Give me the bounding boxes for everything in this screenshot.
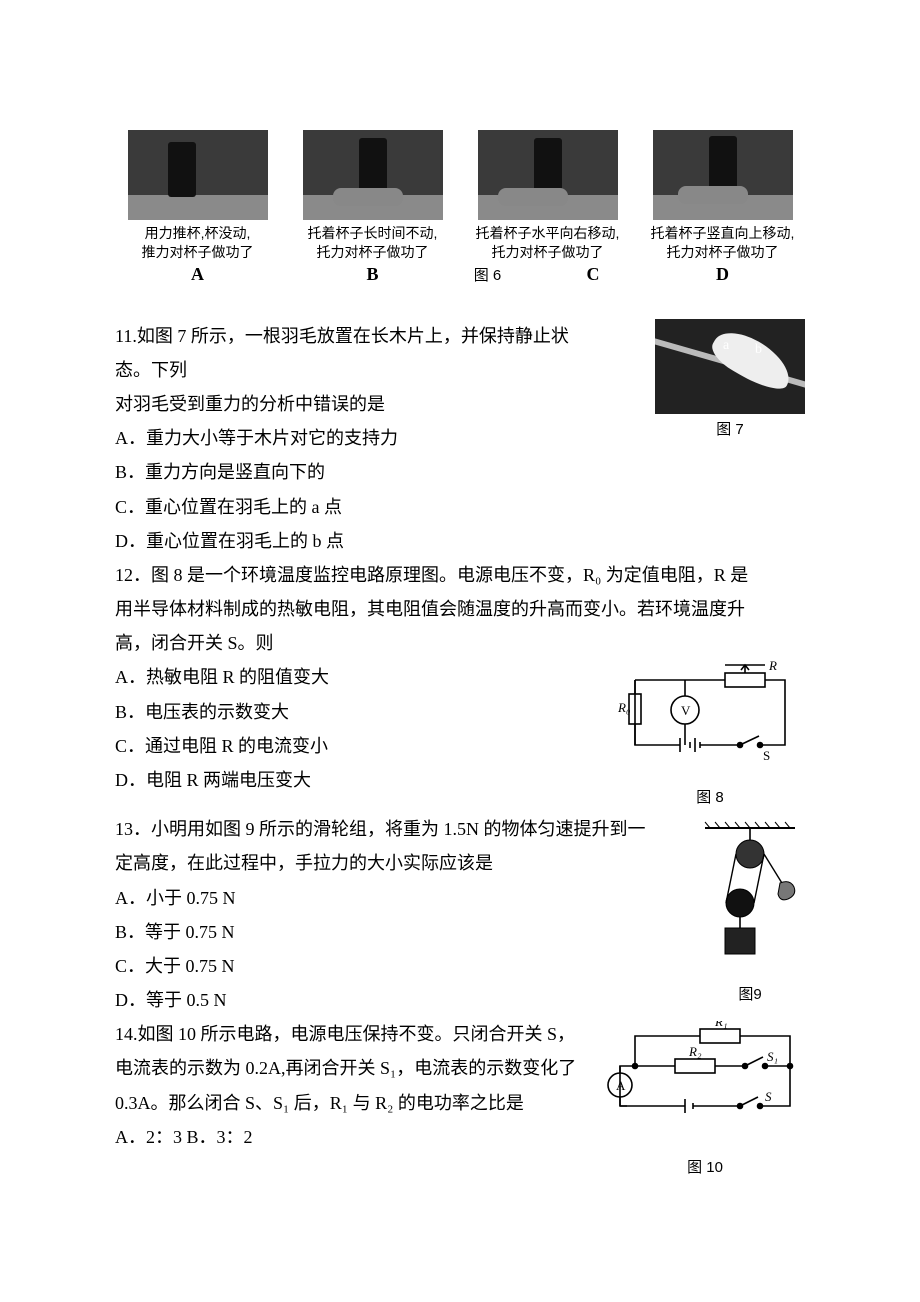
label-r: R xyxy=(768,660,777,673)
question-13: 图9 13．小明用如图 9 所示的滑轮组，将重为 1.5N 的物体匀速提升到一 … xyxy=(115,812,805,1017)
letter-d: D xyxy=(716,264,729,284)
exam-page: 用力推杯,杯没动, 推力对杯子做功了 A 托着杯子长时间不动, 托力对杯子做功了… xyxy=(0,0,920,1243)
figure-7: a b 图 7 xyxy=(655,319,805,445)
caption-a: 用力推杯,杯没动, 推力对杯子做功了 A xyxy=(142,224,254,286)
q11-opt-d: D．重心位置在羽毛上的 b 点 xyxy=(115,524,805,558)
q11-opt-c: C．重心位置在羽毛上的 a 点 xyxy=(115,490,805,524)
point-a-label: a xyxy=(723,333,729,360)
figure-8-svg: R₀ R V S xyxy=(615,660,805,770)
caption-a-l2: 推力对杯子做功了 xyxy=(142,244,254,260)
caption-b: 托着杯子长时间不动, 托力对杯子做功了 B xyxy=(308,224,438,286)
figure-10-label: 图 10 xyxy=(605,1154,805,1183)
q12-line2: 用半导体材料制成的热敏电阻，其电阻值会随温度的升高而变小。若环境温度升 xyxy=(115,592,805,626)
fig6-option-d: 托着杯子竖直向上移动, 托力对杯子做功了 D xyxy=(640,130,805,313)
caption-b-l1: 托着杯子长时间不动, xyxy=(308,225,438,241)
label-s: S xyxy=(765,1089,772,1104)
photo-d xyxy=(653,130,793,220)
question-14: R₁ R₂ S₁ S A 图 10 14.如图 10 所示电路，电源电压保持不变… xyxy=(115,1017,805,1183)
label-r0: R₀ xyxy=(617,700,630,715)
figure-6-label: 图 6 xyxy=(474,262,502,291)
caption-d: 托着杯子竖直向上移动, 托力对杯子做功了 D xyxy=(651,224,795,286)
figure-9-label: 图9 xyxy=(695,981,805,1010)
caption-c-l2: 托力对杯子做功了 xyxy=(491,244,603,260)
figure-7-image: a b xyxy=(655,319,805,414)
q11-opt-b: B．重力方向是竖直向下的 xyxy=(115,455,805,489)
figure-8: R₀ R V S 图 8 xyxy=(615,660,805,812)
figure-10: R₁ R₂ S₁ S A 图 10 xyxy=(605,1021,805,1183)
question-12: 12．图 8 是一个环境温度监控电路原理图。电源电压不变，R₀ 为定值电阻，R … xyxy=(115,558,805,812)
point-b-label: b xyxy=(755,337,762,364)
caption-d-l1: 托着杯子竖直向上移动, xyxy=(651,225,795,241)
caption-d-l2: 托力对杯子做功了 xyxy=(666,244,778,260)
figure-9-svg xyxy=(695,818,805,968)
figure-7-label: 图 7 xyxy=(655,416,805,445)
caption-c-l1: 托着杯子水平向右移动, xyxy=(476,225,620,241)
label-s1: S₁ xyxy=(767,1049,778,1064)
fig6-option-b: 托着杯子长时间不动, 托力对杯子做功了 B xyxy=(290,130,455,313)
q12-line1: 12．图 8 是一个环境温度监控电路原理图。电源电压不变，R₀ 为定值电阻，R … xyxy=(115,558,805,592)
caption-b-l2: 托力对杯子做功了 xyxy=(316,244,428,260)
figure-10-svg: R₁ R₂ S₁ S A xyxy=(605,1021,805,1141)
label-v: V xyxy=(681,703,691,718)
caption-a-l1: 用力推杯,杯没动, xyxy=(145,225,251,241)
figure-8-label: 图 8 xyxy=(615,784,805,813)
photo-c xyxy=(478,130,618,220)
fig6-option-c: 托着杯子水平向右移动, 托力对杯子做功了 C 图 6 xyxy=(465,130,630,313)
letter-a: A xyxy=(191,264,204,284)
photo-b xyxy=(303,130,443,220)
label-r1: R₁ xyxy=(714,1021,727,1029)
label-r2: R₂ xyxy=(688,1044,702,1059)
label-a: A xyxy=(616,1078,626,1093)
figure-9: 图9 xyxy=(695,818,805,1010)
label-s: S xyxy=(763,748,770,763)
question-11: a b 图 7 11.如图 7 所示，一根羽毛放置在长木片上，并保持静止状 态。… xyxy=(115,319,805,558)
letter-b: B xyxy=(366,264,378,284)
figure-6-row: 用力推杯,杯没动, 推力对杯子做功了 A 托着杯子长时间不动, 托力对杯子做功了… xyxy=(115,130,805,313)
fig6-option-a: 用力推杯,杯没动, 推力对杯子做功了 A xyxy=(115,130,280,313)
q12-line3: 高，闭合开关 S。则 xyxy=(115,626,805,660)
photo-a xyxy=(128,130,268,220)
